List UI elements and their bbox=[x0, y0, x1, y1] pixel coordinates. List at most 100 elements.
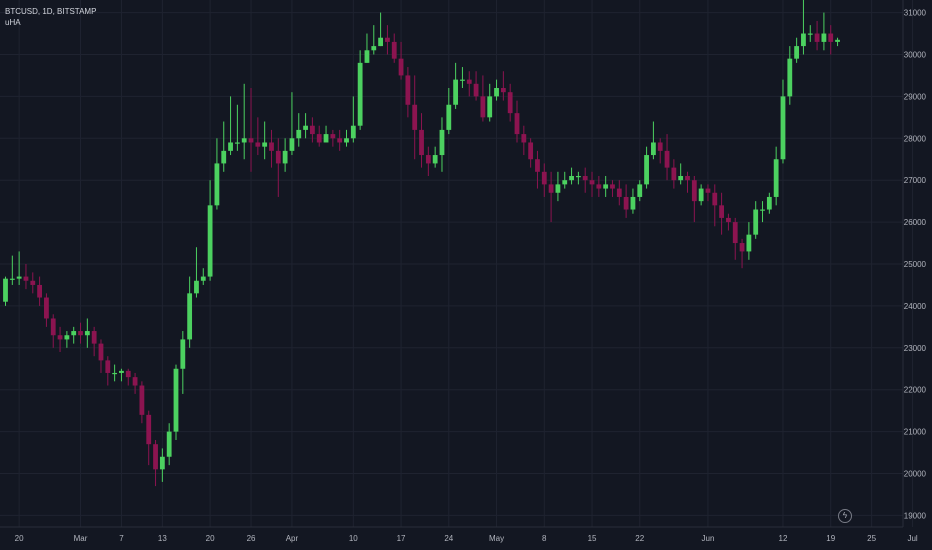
candle bbox=[732, 217, 738, 260]
candle bbox=[194, 247, 199, 298]
candle-body bbox=[644, 155, 649, 185]
candle-body bbox=[453, 79, 459, 105]
candle bbox=[221, 121, 227, 172]
candle bbox=[132, 372, 138, 394]
candle-body bbox=[125, 370, 131, 378]
candle bbox=[200, 268, 206, 285]
y-tick-label: 31000 bbox=[904, 9, 927, 18]
candle bbox=[698, 184, 704, 206]
candle-body bbox=[719, 205, 724, 218]
candle-body bbox=[364, 50, 370, 63]
candle bbox=[323, 125, 329, 143]
candle bbox=[596, 176, 602, 197]
candle bbox=[685, 171, 690, 193]
candle-body bbox=[166, 431, 172, 457]
x-tick-label: 25 bbox=[867, 534, 876, 543]
candle-body bbox=[419, 129, 424, 156]
candle-body bbox=[446, 104, 452, 130]
candle-body bbox=[610, 184, 615, 189]
candle-body bbox=[432, 155, 438, 164]
candle-body bbox=[780, 96, 786, 160]
candles bbox=[3, 0, 840, 487]
candle bbox=[603, 176, 609, 197]
y-tick-label: 29000 bbox=[904, 92, 927, 101]
x-tick-label: Apr bbox=[286, 534, 299, 543]
candle-body bbox=[139, 385, 145, 415]
x-tick-label: 12 bbox=[779, 534, 788, 543]
candle bbox=[214, 138, 220, 210]
candle-body bbox=[64, 335, 70, 340]
candle bbox=[139, 381, 145, 424]
candle bbox=[330, 129, 336, 147]
candle bbox=[282, 138, 288, 172]
candle-body bbox=[739, 243, 745, 252]
candle-body bbox=[664, 150, 670, 168]
x-tick-label: 17 bbox=[397, 534, 406, 543]
candle-body bbox=[589, 180, 595, 185]
candle bbox=[207, 180, 213, 281]
candle bbox=[166, 423, 172, 466]
candle-body bbox=[187, 293, 193, 340]
candle bbox=[337, 129, 343, 151]
candle bbox=[78, 322, 83, 344]
candle bbox=[419, 113, 424, 168]
candle bbox=[623, 184, 629, 218]
candle bbox=[316, 125, 322, 147]
candle-body bbox=[460, 79, 465, 81]
symbol-title[interactable]: BTCUSD, 1D, BITSTAMP bbox=[5, 7, 97, 16]
candle bbox=[228, 96, 233, 156]
x-tick-label: 26 bbox=[247, 534, 256, 543]
time-axis[interactable]: 20 Mar 7 13 20 26 Apr 10 17 24 May 8 15 22 Jun 12 19 25 Ju… bbox=[15, 534, 932, 543]
candle-body bbox=[180, 339, 186, 369]
y-tick-label: 27000 bbox=[904, 176, 927, 185]
candle bbox=[23, 264, 29, 290]
candle-body bbox=[200, 276, 206, 281]
candle-body bbox=[705, 188, 711, 193]
candle-body bbox=[37, 284, 42, 298]
candle bbox=[637, 180, 643, 202]
candle bbox=[801, 0, 806, 55]
candle bbox=[616, 180, 622, 206]
x-tick-label: 10 bbox=[349, 534, 358, 543]
candle-body bbox=[71, 331, 77, 336]
candle bbox=[575, 171, 581, 185]
candle bbox=[30, 272, 36, 294]
candle-body bbox=[500, 88, 506, 93]
candle bbox=[241, 83, 247, 160]
candle bbox=[16, 251, 22, 285]
y-tick-label: 26000 bbox=[904, 218, 927, 227]
candle bbox=[678, 163, 684, 185]
candle-body bbox=[787, 58, 793, 97]
candle-body bbox=[146, 414, 152, 445]
candle-body bbox=[746, 234, 752, 252]
indicator-label[interactable]: uHA bbox=[5, 18, 21, 27]
candle bbox=[582, 167, 588, 193]
candle bbox=[487, 83, 493, 122]
candle-body bbox=[255, 142, 261, 147]
candle bbox=[644, 146, 649, 189]
candle bbox=[521, 125, 527, 156]
candle-body bbox=[282, 150, 288, 164]
candle bbox=[119, 368, 124, 382]
candle-body bbox=[828, 33, 834, 42]
candle bbox=[569, 167, 574, 185]
candle bbox=[726, 213, 731, 231]
candle bbox=[57, 326, 63, 352]
candle-body bbox=[657, 142, 663, 151]
candle bbox=[3, 276, 8, 306]
candle-body bbox=[371, 46, 377, 51]
candle bbox=[807, 25, 813, 42]
candle bbox=[719, 192, 724, 235]
candle-body bbox=[323, 134, 329, 143]
candle bbox=[432, 146, 438, 168]
lightning-icon[interactable]: ϟ bbox=[838, 509, 852, 523]
candle-body bbox=[535, 159, 540, 172]
price-axis[interactable]: 19000 20000 21000 22000 23000 24000 25000 26000… bbox=[904, 9, 927, 521]
x-tick-label: 15 bbox=[588, 534, 597, 543]
candle-body bbox=[262, 142, 268, 147]
candle-body bbox=[57, 335, 63, 340]
candle bbox=[153, 440, 158, 487]
candle bbox=[364, 33, 370, 63]
candle bbox=[405, 67, 411, 118]
